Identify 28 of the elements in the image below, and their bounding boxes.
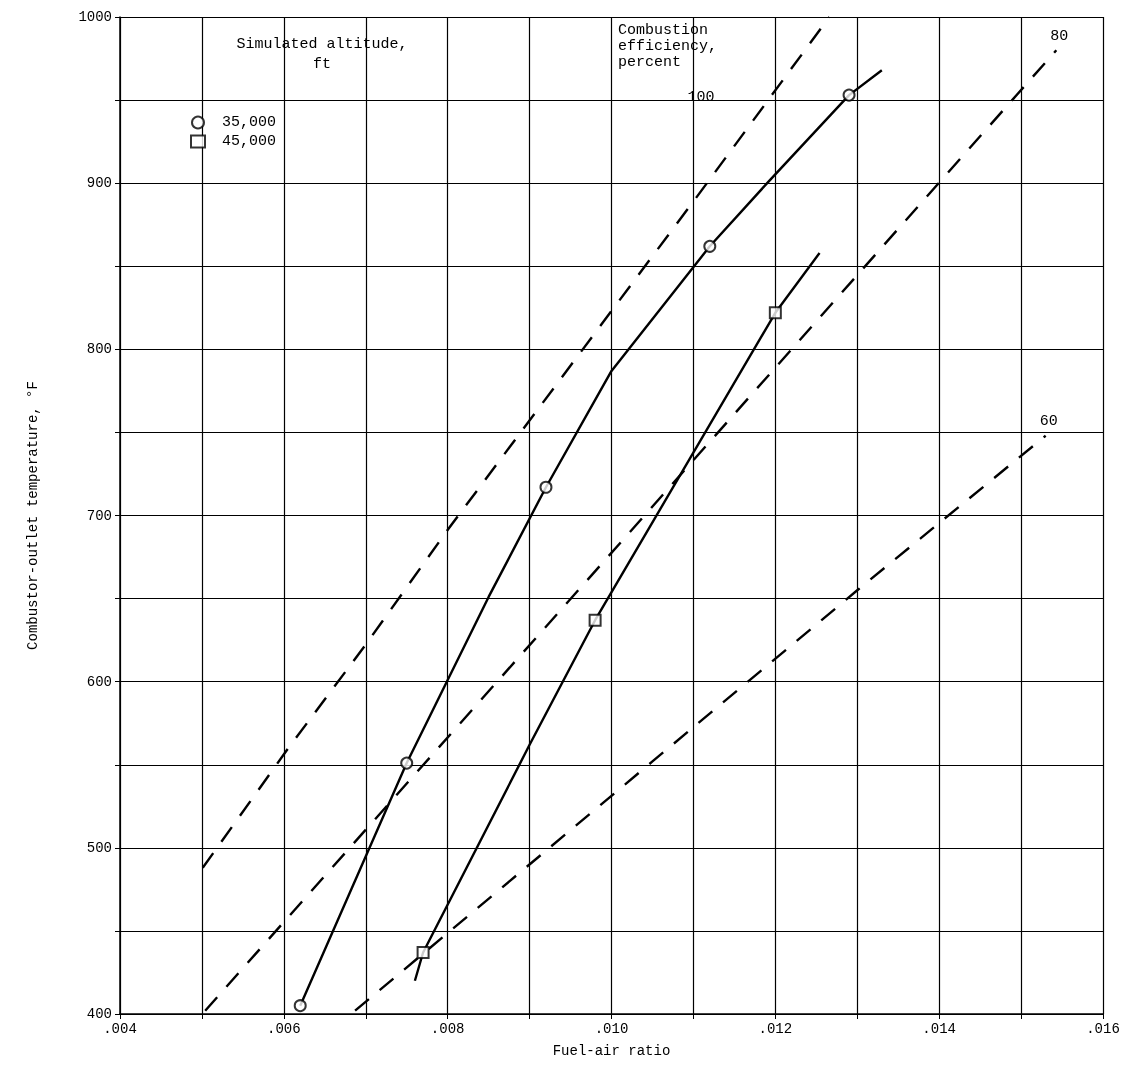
x-tick-label: .008 [430, 1021, 465, 1037]
x-tick-label: .010 [594, 1021, 629, 1037]
series-label: 60 [1039, 413, 1058, 431]
point [842, 88, 856, 102]
y-axis-title: Combustor-outlet temperature, °F [25, 381, 41, 650]
y-tick-label: 500 [86, 839, 112, 856]
point [703, 239, 717, 253]
point [768, 306, 782, 320]
y-tick-label: 800 [86, 341, 112, 358]
y-tick-label: 1000 [78, 9, 112, 25]
y-tick-label: 600 [86, 673, 112, 690]
x-tick-label: .016 [1086, 1021, 1120, 1037]
x-axis-title: Fuel-air ratio [552, 1043, 671, 1059]
y-tick-label: 700 [86, 507, 112, 524]
point [539, 480, 553, 494]
x-tick-label: .014 [922, 1021, 956, 1037]
x-tick-label: .004 [103, 1021, 137, 1037]
point [588, 613, 602, 627]
legend-label: 45,000 [222, 133, 277, 150]
point [416, 946, 430, 960]
point [293, 999, 307, 1013]
y-tick-label: 400 [86, 1006, 112, 1022]
legend-label: 35,000 [222, 114, 277, 131]
y-tick-label: 900 [86, 175, 112, 192]
x-tick-label: .006 [267, 1021, 301, 1037]
point [400, 756, 414, 770]
x-tick-label: .012 [758, 1021, 793, 1037]
series-label: 80 [1050, 27, 1069, 45]
